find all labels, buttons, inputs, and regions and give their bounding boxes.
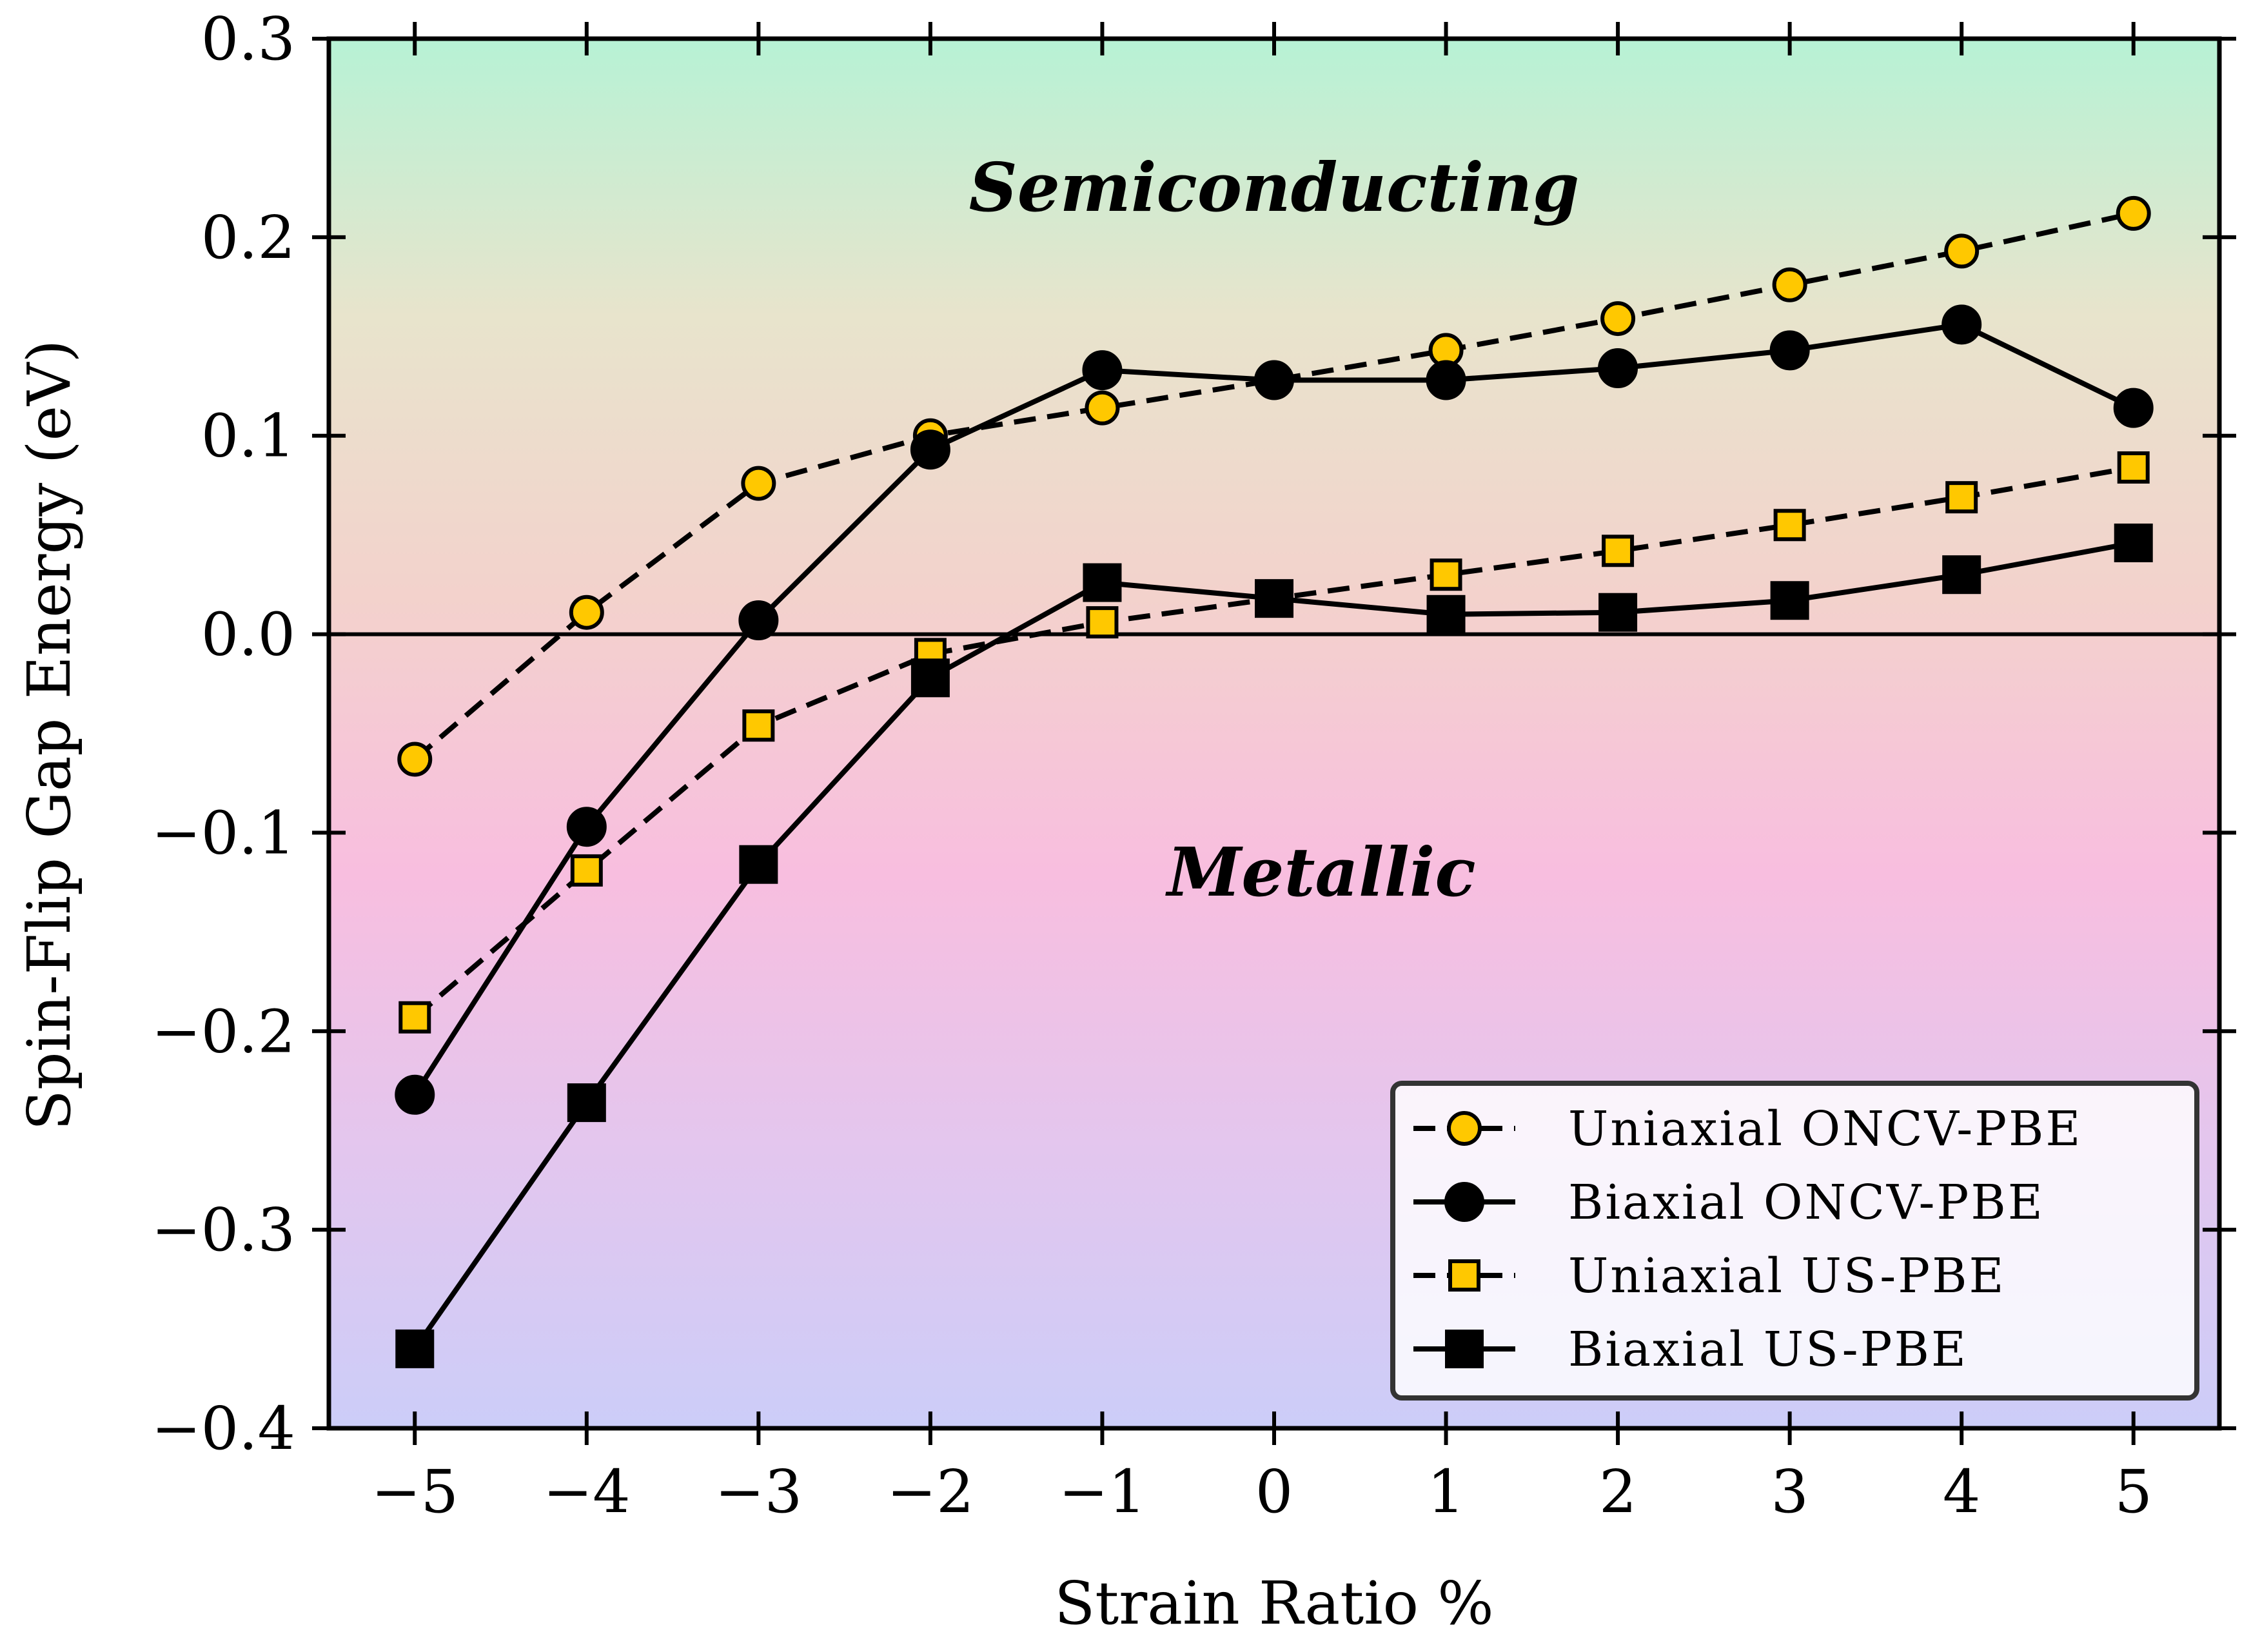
x-tick-label: −5 <box>371 1457 458 1526</box>
data-point <box>1426 595 1466 634</box>
legend-marker <box>1444 1182 1484 1222</box>
data-point <box>566 807 607 847</box>
data-point <box>1945 481 1978 514</box>
data-point <box>1600 301 1636 337</box>
x-tick-label: −3 <box>715 1457 803 1526</box>
data-point <box>1426 360 1466 400</box>
series-1 <box>395 304 2154 1115</box>
x-tick-label: 0 <box>1255 1457 1293 1526</box>
x-tick-label: 5 <box>2114 1457 2152 1526</box>
y-tick-label: −0.1 <box>152 798 295 867</box>
data-point <box>398 1001 431 1034</box>
x-tick-label: 4 <box>1943 1457 1981 1526</box>
y-tick-label: 0.3 <box>201 5 295 74</box>
y-tick-label: −0.4 <box>152 1394 295 1463</box>
data-point <box>395 1074 435 1115</box>
x-tick-label: −1 <box>1059 1457 1146 1526</box>
x-tick-label: 2 <box>1599 1457 1637 1526</box>
data-point <box>910 658 950 698</box>
data-point <box>2113 388 2154 428</box>
data-point <box>1772 267 1807 302</box>
data-point <box>1769 330 1810 371</box>
data-point <box>1430 558 1462 591</box>
x-tick-label: −4 <box>543 1457 631 1526</box>
data-point <box>1773 509 1806 542</box>
data-point <box>739 845 778 884</box>
region-label-metallic: Metallic <box>1165 832 1476 912</box>
y-tick-label: 0.0 <box>201 600 295 669</box>
data-point <box>1602 535 1635 567</box>
data-point <box>1770 581 1809 620</box>
data-point <box>395 1329 435 1368</box>
legend-label: Biaxial US-PBE <box>1568 1322 1968 1377</box>
region-label-semiconducting: Semiconducting <box>969 148 1580 227</box>
legend-label: Uniaxial ONCV-PBE <box>1568 1101 2082 1157</box>
legend-box <box>1390 1081 2199 1401</box>
data-point <box>742 709 775 742</box>
data-point <box>738 600 779 641</box>
legend-marker <box>1445 1330 1484 1368</box>
data-point <box>2116 195 2151 231</box>
y-tick-label: 0.2 <box>201 203 295 272</box>
legend: Uniaxial ONCV-PBE Biaxial ONCV-PBE Uniaxia… <box>1390 1081 2199 1401</box>
legend-label: Uniaxial US-PBE <box>1568 1248 2005 1304</box>
data-point <box>1942 555 1981 595</box>
legend-label: Biaxial ONCV-PBE <box>1568 1175 2045 1230</box>
legend-marker <box>1448 1259 1480 1292</box>
series-line <box>413 211 2134 762</box>
series-3 <box>395 523 2153 1368</box>
data-point <box>1085 390 1120 426</box>
x-tick-label: 3 <box>1771 1457 1809 1526</box>
data-point <box>741 466 776 501</box>
data-point <box>1086 606 1119 639</box>
data-point <box>2114 523 2153 562</box>
legend-marker <box>1447 1111 1482 1146</box>
data-point <box>1255 579 1293 618</box>
data-point <box>567 1083 606 1123</box>
data-point <box>1254 360 1294 400</box>
data-point <box>569 595 604 630</box>
data-point <box>570 854 603 887</box>
y-tick-label: 0.1 <box>201 402 295 471</box>
y-tick-label: −0.3 <box>152 1195 295 1264</box>
y-axis-label: Spin-Flip Gap Energy (eV) <box>15 340 84 1131</box>
data-point <box>397 742 433 777</box>
data-point <box>1944 233 1980 269</box>
y-tick-label: −0.2 <box>152 997 295 1066</box>
data-point <box>910 429 950 470</box>
x-axis-label: Strain Ratio % <box>1054 1569 1493 1638</box>
data-point <box>1082 350 1123 391</box>
data-point <box>1083 563 1122 602</box>
data-point <box>1941 304 1982 345</box>
data-point <box>1598 593 1638 632</box>
data-point <box>1598 348 1638 389</box>
data-point <box>2117 451 2150 484</box>
x-tick-label: 1 <box>1427 1457 1465 1526</box>
x-tick-label: −2 <box>887 1457 974 1526</box>
